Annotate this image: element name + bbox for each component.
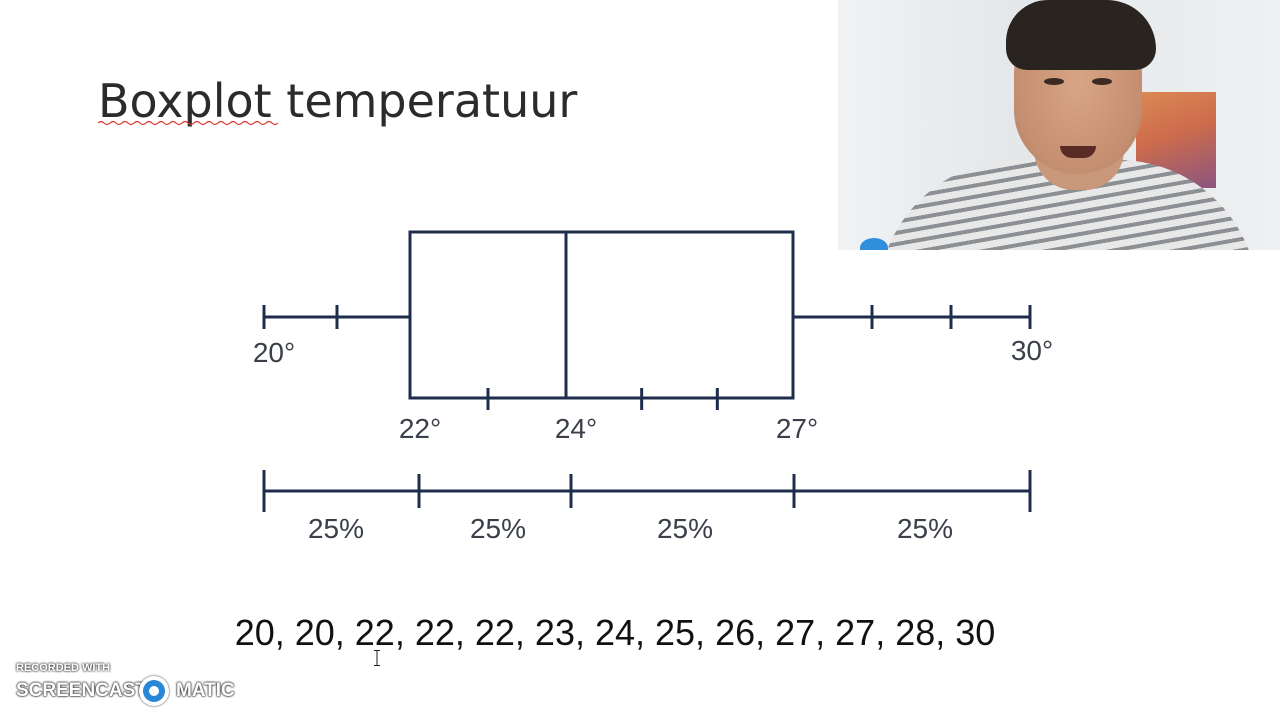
screencast-o-matic-logo-icon xyxy=(139,676,169,706)
text-cursor-icon xyxy=(374,650,380,666)
webcam-eye-right xyxy=(1092,78,1112,85)
logo-core xyxy=(149,686,159,696)
webcam-blue-object xyxy=(860,238,888,250)
webcam-eye-left xyxy=(1044,78,1064,85)
watermark-recorded-with: RECORDED WITH xyxy=(16,662,111,674)
watermark-matic: MATIC xyxy=(176,680,235,701)
quartile-label: 25% xyxy=(657,513,713,544)
box-iqr xyxy=(408,230,795,400)
quartile-label: 25% xyxy=(897,513,953,544)
slide-title: Boxplot temperatuur xyxy=(98,74,578,128)
value-label: 22° xyxy=(399,413,441,444)
data-values-text: 20, 20, 22, 22, 22, 23, 24, 25, 26, 27, … xyxy=(234,612,996,653)
watermark-screencast: SCREENCAST xyxy=(16,680,147,701)
value-label: 30° xyxy=(1011,335,1053,366)
logo-ring xyxy=(143,680,165,702)
value-label: 27° xyxy=(776,413,818,444)
value-label: 24° xyxy=(555,413,597,444)
value-label: 20° xyxy=(253,337,295,368)
quartile-label: 25% xyxy=(470,513,526,544)
spellcheck-underline xyxy=(98,120,279,126)
webcam-overlay xyxy=(838,0,1280,250)
quartile-label: 25% xyxy=(308,513,364,544)
webcam-mouth xyxy=(1060,146,1096,158)
webcam-hair xyxy=(1006,0,1156,70)
